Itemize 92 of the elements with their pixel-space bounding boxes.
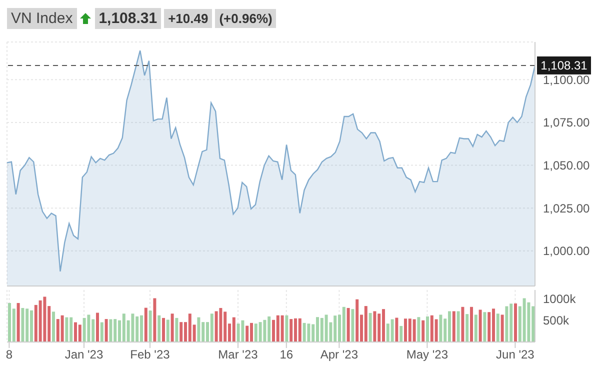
bar [290, 319, 293, 342]
bar [390, 319, 394, 342]
bar [474, 314, 478, 342]
bar [180, 322, 183, 342]
y-tick-label: 1000k [543, 292, 577, 306]
x-tick-label: May '23 [406, 348, 448, 362]
bar [346, 308, 350, 342]
bar [65, 317, 68, 342]
bar [470, 306, 473, 342]
bar [16, 303, 20, 342]
bar [298, 318, 302, 342]
bar [505, 306, 508, 342]
bar [412, 319, 416, 342]
bar [219, 308, 222, 342]
bar [144, 308, 148, 342]
bar [87, 314, 90, 342]
text: 1,108.31 [94, 8, 162, 29]
bar [527, 302, 530, 342]
bar [210, 314, 214, 342]
bar [166, 320, 170, 342]
bar [351, 309, 354, 342]
bar [373, 311, 376, 342]
bar [483, 312, 486, 342]
bar [214, 311, 218, 342]
bar [324, 314, 328, 342]
bar [417, 317, 420, 342]
bar [285, 315, 288, 342]
bar [263, 320, 266, 342]
bar [356, 299, 359, 342]
chart-title: VN Index [7, 8, 77, 29]
bar [78, 324, 82, 342]
bar [461, 306, 464, 342]
bar [400, 326, 403, 342]
bar [21, 308, 24, 342]
bar [153, 298, 156, 342]
bar [96, 312, 99, 342]
bar [148, 310, 152, 342]
ref-line-label: 1,108.31 [540, 58, 588, 72]
bar [456, 311, 460, 342]
bar [170, 314, 174, 342]
bar [197, 317, 200, 342]
x-tick-label: 8 [6, 348, 13, 362]
bar [52, 312, 55, 342]
bar [514, 303, 517, 342]
x-tick-label: Jun '23 [496, 348, 535, 362]
bar [307, 324, 310, 342]
bar [452, 311, 456, 342]
y-tick-label: 1,025.00 [543, 201, 590, 216]
bar [302, 322, 306, 342]
bar [422, 320, 425, 342]
x-tick-label: Feb '23 [130, 348, 170, 362]
bar [175, 318, 178, 342]
text: +10.49 [164, 9, 212, 28]
bar [434, 319, 438, 342]
bar [280, 315, 284, 342]
bar [82, 318, 86, 342]
x-tick-label: Apr '23 [320, 348, 358, 362]
bar [109, 319, 112, 342]
x-tick-label: Jan '23 [64, 348, 104, 362]
bar [162, 318, 165, 342]
bar [496, 314, 500, 342]
bar [368, 312, 372, 342]
bar [236, 324, 240, 342]
bar [158, 315, 161, 342]
bar [232, 317, 236, 342]
bar [246, 326, 249, 342]
bar [60, 315, 64, 342]
bar [38, 300, 42, 342]
bar [522, 298, 526, 342]
bar [258, 322, 262, 342]
bar [342, 306, 346, 342]
bar [43, 296, 46, 342]
y-tick-label: 500k [543, 314, 570, 328]
bar [100, 322, 104, 342]
bar [104, 319, 108, 342]
bar [426, 316, 429, 342]
y-tick-label: 1,075.00 [543, 116, 590, 130]
bar [500, 314, 504, 342]
bar [466, 314, 469, 342]
bar [241, 320, 244, 342]
bar [364, 306, 368, 342]
y-tick-label: 1,100.00 [543, 72, 590, 87]
y-tick-label: 1,000.00 [543, 244, 590, 258]
text: (+0.96%) [215, 9, 276, 28]
x-tick-label: Mar '23 [218, 348, 258, 362]
bar [395, 318, 398, 342]
x-tick-label: 16 [280, 348, 294, 362]
bar [488, 312, 491, 342]
bar [439, 314, 442, 342]
bar [478, 310, 482, 342]
bar [131, 314, 134, 342]
y-tick-label: 1,050.00 [543, 158, 590, 173]
